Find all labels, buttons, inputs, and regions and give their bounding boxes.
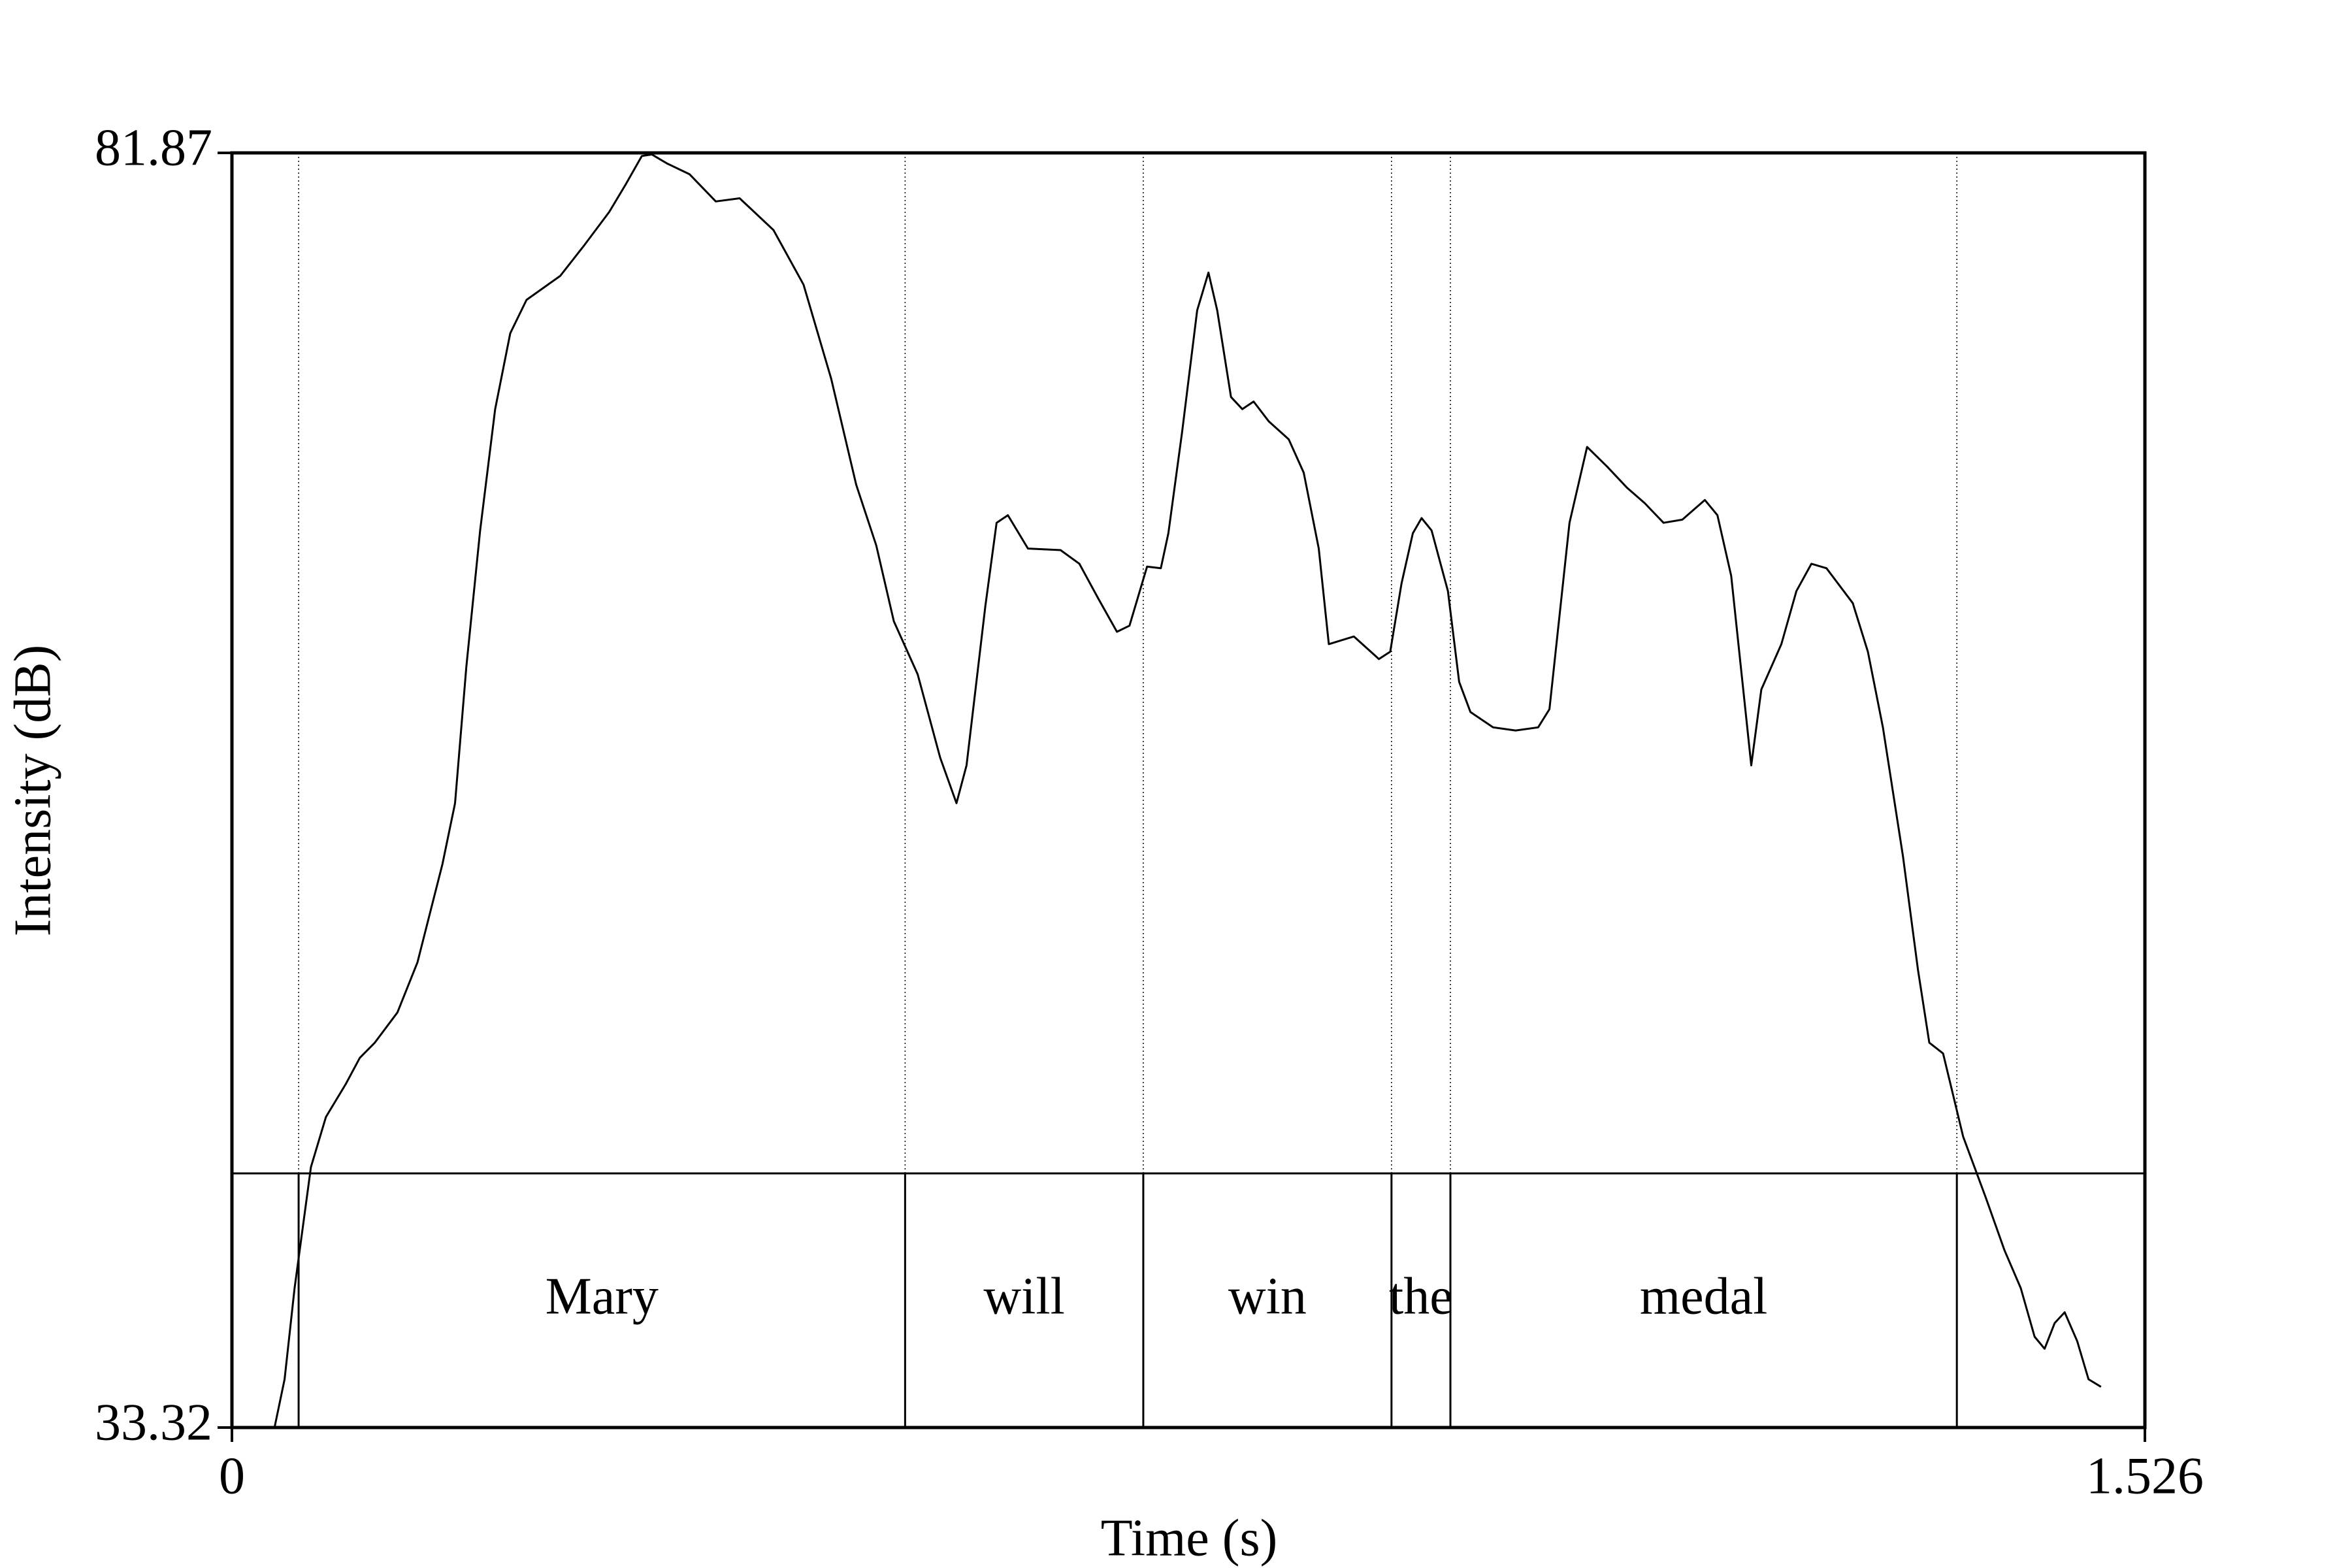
intensity-line: [273, 153, 2102, 1428]
x-axis-label: Time (s): [1101, 1509, 1277, 1567]
tier-label: Mary: [546, 1267, 659, 1325]
x-tick-label: 0: [219, 1447, 245, 1505]
x-tick-label: 1.526: [2086, 1447, 2204, 1505]
plot-frame: [230, 151, 2147, 1429]
tier-label: win: [1228, 1267, 1307, 1325]
tier-label: the: [1389, 1267, 1453, 1325]
y-tick-label: 81.87: [95, 119, 212, 176]
y-axis-label: Intensity (dB): [4, 645, 61, 937]
y-tick-label: 33.32: [95, 1394, 212, 1451]
tier-label: will: [983, 1267, 1064, 1325]
tier-label: medal: [1640, 1267, 1767, 1325]
